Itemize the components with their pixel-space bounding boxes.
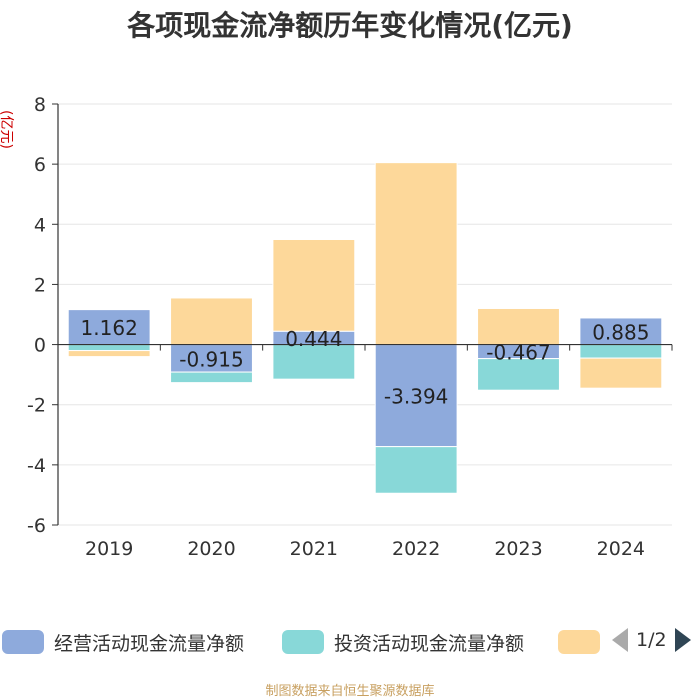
bar-3-2020 — [170, 297, 253, 346]
bar-2-2019 — [67, 344, 151, 352]
y-tick-label: 2 — [34, 274, 46, 296]
y-tick-label: 6 — [34, 154, 46, 176]
legend-item-investing[interactable]: 投资活动现金流量净额 — [282, 629, 524, 655]
y-tick-label: 8 — [34, 94, 46, 116]
legend-label-investing: 投资活动现金流量净额 — [334, 632, 525, 655]
bar-2-2022 — [374, 446, 458, 494]
bar-3-2022 — [374, 162, 458, 346]
data-label-2020: -0.915 — [179, 347, 243, 371]
data-label-2021: 0.444 — [285, 327, 342, 351]
x-tick-label-2024: 2024 — [597, 538, 645, 560]
y-tick-label: -6 — [27, 515, 46, 537]
legend-item-financing[interactable] — [558, 629, 610, 655]
x-tick-label-2020: 2020 — [187, 538, 235, 560]
y-tick-label: -4 — [27, 455, 46, 477]
legend-swatch-investing — [282, 630, 324, 654]
bar-1-2019 — [67, 309, 151, 346]
bar-3-2023 — [477, 307, 560, 346]
legend-label-operating: 经营活动现金流量净额 — [54, 632, 245, 655]
source-note: 制图数据来自恒生聚源数据库 — [265, 684, 435, 699]
x-tick-label-2021: 2021 — [290, 538, 338, 560]
data-label-2023: -0.467 — [486, 341, 550, 365]
y-tick-label: 4 — [34, 214, 46, 236]
bar-1-2024 — [579, 317, 663, 346]
legend-item-operating[interactable]: 经营活动现金流量净额 — [2, 629, 244, 655]
legend-pager: 1/2 — [612, 628, 691, 652]
x-tick-label-2023: 2023 — [494, 538, 542, 560]
y-tick-label: 0 — [34, 335, 46, 357]
bar-3-2019 — [67, 350, 151, 358]
x-tick-label-2019: 2019 — [85, 538, 133, 560]
legend-page-indicator: 1/2 — [636, 629, 667, 651]
legend-swatch-financing — [558, 630, 600, 654]
data-label-2024: 0.885 — [592, 320, 649, 344]
legend-swatch-operating — [2, 630, 44, 654]
data-label-2022: -3.394 — [384, 385, 448, 409]
bar-2-2024 — [579, 344, 663, 359]
y-tick-label: -2 — [27, 395, 46, 417]
x-tick-label-2022: 2022 — [392, 538, 440, 560]
bar-2-2023 — [477, 358, 560, 391]
bar-2-2020 — [170, 371, 253, 384]
chart-plot: -6 -4 -2 0 2 4 6 8 (亿元) 1.162 -0.915 0.444 -3.394 -0.… — [0, 94, 673, 560]
legend-next-page-icon[interactable] — [674, 628, 691, 652]
legend-prev-page-icon[interactable] — [612, 628, 628, 652]
chart-title: 各项现金流净额历年变化情况(亿元) — [127, 9, 573, 42]
y-axis-label: (亿元) — [0, 110, 14, 149]
legend: 经营活动现金流量净额 投资活动现金流量净额 1/2 — [0, 624, 700, 660]
bar-3-2021 — [272, 239, 356, 332]
bar-3-2024 — [579, 357, 663, 389]
data-label-2019: 1.162 — [81, 316, 138, 340]
